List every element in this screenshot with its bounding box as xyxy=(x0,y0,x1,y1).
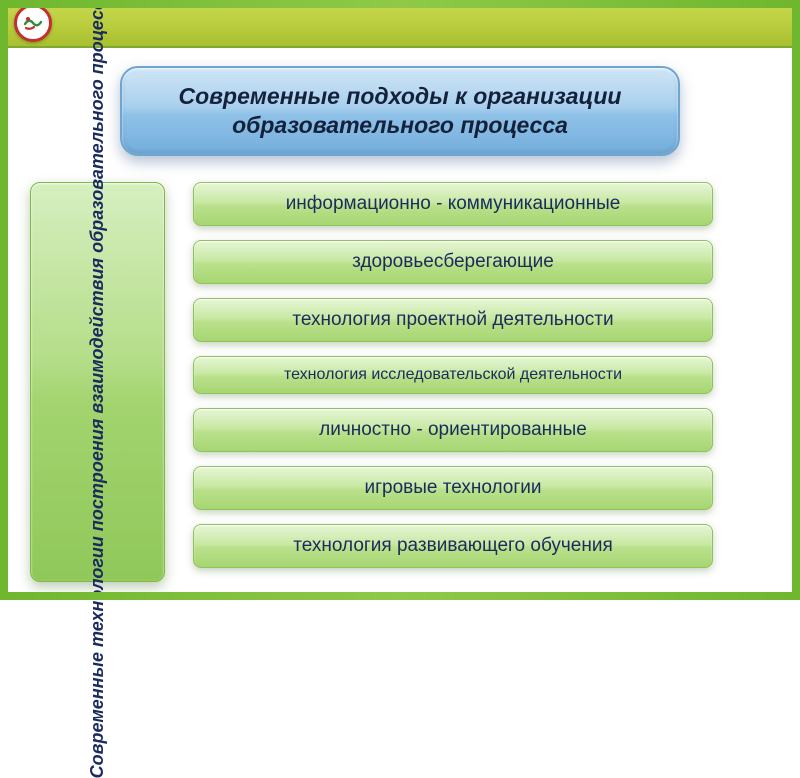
list-item: технология проектной деятельности xyxy=(193,298,713,342)
side-box: Современные технологии построения взаимо… xyxy=(30,182,165,582)
item-label: технология проектной деятельности xyxy=(292,309,613,330)
list-item: личностно - ориентированные xyxy=(193,408,713,452)
list-item: информационно - коммуникационные xyxy=(193,182,713,226)
logo-icon xyxy=(14,4,52,42)
item-label: личностно - ориентированные xyxy=(319,419,587,440)
list-item: технология исследовательской деятельност… xyxy=(193,356,713,394)
item-label: информационно - коммуникационные xyxy=(286,193,621,214)
list-item: здоровьесберегающие xyxy=(193,240,713,284)
side-label: Современные технологии построения взаимо… xyxy=(86,0,109,778)
title-text: Современные подходы к организации образо… xyxy=(179,83,622,138)
item-label: игровые технологии xyxy=(364,477,541,498)
title-box: Современные подходы к организации образо… xyxy=(120,66,680,156)
list-item: игровые технологии xyxy=(193,466,713,510)
main-row: Современные технологии построения взаимо… xyxy=(24,182,776,582)
items-list: информационно - коммуникационные здоровь… xyxy=(193,182,713,568)
item-label: технология развивающего обучения xyxy=(293,535,613,556)
list-item: технология развивающего обучения xyxy=(193,524,713,568)
item-label: здоровьесберегающие xyxy=(352,251,554,272)
top-bar xyxy=(0,0,800,48)
item-label: технология исследовательской деятельност… xyxy=(284,366,622,383)
content-area: Современные подходы к организации образо… xyxy=(0,48,800,600)
